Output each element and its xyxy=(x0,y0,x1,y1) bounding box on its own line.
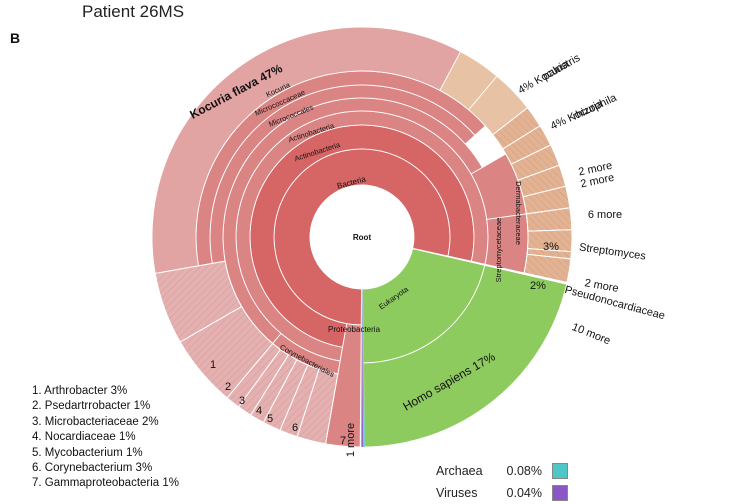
segment-number-5: 5 xyxy=(267,413,273,425)
legend-label: Viruses xyxy=(436,486,478,500)
streptomyces-name: Streptomyces xyxy=(578,241,647,262)
legend-item-viruses: Viruses 0.04% xyxy=(436,482,568,504)
more-label-d: 2 more xyxy=(584,277,620,295)
legend-value: 0.08% xyxy=(506,464,542,478)
dermabacteraceae-label: Dermabacteraceae xyxy=(514,181,523,245)
segment-number-3: 3 xyxy=(239,395,245,407)
kocuria-flava-wedge xyxy=(151,26,462,274)
proteobacteria-wedge xyxy=(325,323,362,448)
footnote-item: 5. Mycobacterium 1% xyxy=(32,446,143,459)
pseudo-pct: 2% xyxy=(530,280,546,292)
legend-item-archaea: Archaea 0.08% xyxy=(436,460,568,482)
corynebacteriales-sub-wedge-hatch xyxy=(154,260,243,343)
segment-number-4: 4 xyxy=(256,405,262,417)
legend: Archaea 0.08% Viruses 0.04% xyxy=(436,460,568,504)
figure-title: Patient 26MS xyxy=(82,2,185,21)
homo-sapiens-wedge xyxy=(361,264,568,448)
segment-number-2: 2 xyxy=(225,381,231,393)
kocuria-palustris-name: palustris xyxy=(541,52,583,83)
footnote-item: 2. Psedartrrobacter 1% xyxy=(32,400,151,413)
streptomyces-pct: 3% xyxy=(543,241,559,253)
one-more-label: 1 more xyxy=(345,423,357,457)
root-center xyxy=(310,185,414,289)
footnote-item: 4. Nocardiaceae 1% xyxy=(32,431,136,444)
legend-label: Archaea xyxy=(436,464,483,478)
legend-swatch xyxy=(552,463,568,479)
more-label-e: 10 more xyxy=(570,321,612,347)
legend-value: 0.04% xyxy=(506,486,542,500)
root-label: Root xyxy=(353,233,372,242)
more-label-c: 6 more xyxy=(588,209,622,221)
segment-number-7: 7 xyxy=(340,435,346,447)
streptomycetaceae-label: Streptomycetaceae xyxy=(494,218,503,283)
footnote-item: 6. Corynebacterium 3% xyxy=(32,462,153,475)
footnote-item: 3. Microbacteriaceae 2% xyxy=(32,415,159,428)
proteobacteria-label: Proteobacteria xyxy=(328,325,381,334)
footnote-list: 1. Arthrobacter 3% 2. Psedartrrobacter 1… xyxy=(32,384,179,492)
actinomycetales-sub-wedge-hatch xyxy=(523,253,572,283)
segment-number-1: 1 xyxy=(210,359,216,371)
segment-number-6: 6 xyxy=(292,422,298,434)
footnote-item: 1. Arthrobacter 3% xyxy=(32,385,128,397)
legend-swatch xyxy=(552,485,568,501)
footnote-item: 7. Gammaproteobacteria 1% xyxy=(32,477,180,490)
panel-letter: B xyxy=(10,30,21,46)
